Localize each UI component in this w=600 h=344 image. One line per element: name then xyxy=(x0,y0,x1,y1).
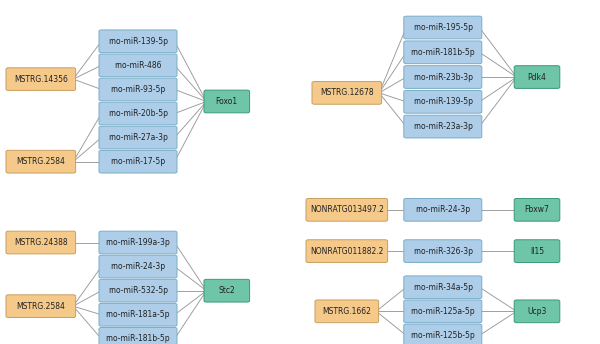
Text: rno-miR-24-3p: rno-miR-24-3p xyxy=(415,205,470,214)
FancyBboxPatch shape xyxy=(404,276,482,299)
Text: MSTRG.24388: MSTRG.24388 xyxy=(14,238,68,247)
FancyBboxPatch shape xyxy=(99,54,177,77)
Text: rno-miR-93-5p: rno-miR-93-5p xyxy=(110,85,166,94)
Text: NONRATG011882.2: NONRATG011882.2 xyxy=(310,247,383,256)
Text: MSTRG.1662: MSTRG.1662 xyxy=(322,307,371,316)
Text: Ucp3: Ucp3 xyxy=(527,307,547,316)
FancyBboxPatch shape xyxy=(6,295,76,318)
FancyBboxPatch shape xyxy=(99,279,177,302)
FancyBboxPatch shape xyxy=(404,198,482,221)
Text: Foxo1: Foxo1 xyxy=(216,97,238,106)
Text: rno-miR-23a-3p: rno-miR-23a-3p xyxy=(413,122,473,131)
FancyBboxPatch shape xyxy=(306,198,388,221)
Text: rno-miR-199a-3p: rno-miR-199a-3p xyxy=(106,238,170,247)
Text: rno-miR-486: rno-miR-486 xyxy=(114,61,162,70)
FancyBboxPatch shape xyxy=(404,90,482,113)
Text: rno-miR-181b-5p: rno-miR-181b-5p xyxy=(410,48,475,57)
FancyBboxPatch shape xyxy=(99,150,177,173)
FancyBboxPatch shape xyxy=(99,102,177,125)
Text: rno-miR-195-5p: rno-miR-195-5p xyxy=(413,23,473,32)
Text: rno-miR-27a-3p: rno-miR-27a-3p xyxy=(108,133,168,142)
FancyBboxPatch shape xyxy=(99,327,177,344)
FancyBboxPatch shape xyxy=(514,240,560,262)
Text: MSTRG.2584: MSTRG.2584 xyxy=(16,157,65,166)
Text: rno-miR-532-5p: rno-miR-532-5p xyxy=(108,286,168,295)
FancyBboxPatch shape xyxy=(312,82,382,104)
FancyBboxPatch shape xyxy=(404,66,482,88)
FancyBboxPatch shape xyxy=(6,150,76,173)
FancyBboxPatch shape xyxy=(306,240,388,262)
Text: Pdk4: Pdk4 xyxy=(527,73,547,82)
Text: rno-miR-17-5p: rno-miR-17-5p xyxy=(110,157,166,166)
FancyBboxPatch shape xyxy=(514,66,560,88)
Text: rno-miR-326-3p: rno-miR-326-3p xyxy=(413,247,473,256)
FancyBboxPatch shape xyxy=(404,300,482,323)
FancyBboxPatch shape xyxy=(404,240,482,262)
Text: Il15: Il15 xyxy=(530,247,544,256)
FancyBboxPatch shape xyxy=(99,78,177,101)
Text: rno-miR-181a-5p: rno-miR-181a-5p xyxy=(106,310,170,319)
Text: Fbxw7: Fbxw7 xyxy=(524,205,550,214)
FancyBboxPatch shape xyxy=(99,303,177,326)
Text: MSTRG.12678: MSTRG.12678 xyxy=(320,88,374,97)
Text: rno-miR-125b-5p: rno-miR-125b-5p xyxy=(410,331,475,340)
Text: MSTRG.2584: MSTRG.2584 xyxy=(16,302,65,311)
FancyBboxPatch shape xyxy=(6,68,76,90)
Text: rno-miR-24-3p: rno-miR-24-3p xyxy=(110,262,166,271)
FancyBboxPatch shape xyxy=(404,324,482,344)
FancyBboxPatch shape xyxy=(404,115,482,138)
FancyBboxPatch shape xyxy=(514,300,560,323)
FancyBboxPatch shape xyxy=(204,279,250,302)
FancyBboxPatch shape xyxy=(99,30,177,53)
FancyBboxPatch shape xyxy=(404,16,482,39)
Text: rno-miR-23b-3p: rno-miR-23b-3p xyxy=(413,73,473,82)
FancyBboxPatch shape xyxy=(514,198,560,221)
Text: rno-miR-181b-5p: rno-miR-181b-5p xyxy=(106,334,170,343)
Text: rno-miR-20b-5p: rno-miR-20b-5p xyxy=(108,109,168,118)
Text: rno-miR-34a-5p: rno-miR-34a-5p xyxy=(413,283,473,292)
FancyBboxPatch shape xyxy=(6,231,76,254)
FancyBboxPatch shape xyxy=(315,300,379,323)
FancyBboxPatch shape xyxy=(404,41,482,64)
FancyBboxPatch shape xyxy=(99,255,177,278)
Text: rno-miR-125a-5p: rno-miR-125a-5p xyxy=(410,307,475,316)
Text: Stc2: Stc2 xyxy=(218,286,235,295)
FancyBboxPatch shape xyxy=(99,126,177,149)
Text: rno-miR-139-5p: rno-miR-139-5p xyxy=(108,37,168,46)
FancyBboxPatch shape xyxy=(204,90,250,113)
FancyBboxPatch shape xyxy=(99,231,177,254)
Text: rno-miR-139-5p: rno-miR-139-5p xyxy=(413,97,473,106)
Text: MSTRG.14356: MSTRG.14356 xyxy=(14,75,68,84)
Text: NONRATG013497.2: NONRATG013497.2 xyxy=(310,205,384,214)
